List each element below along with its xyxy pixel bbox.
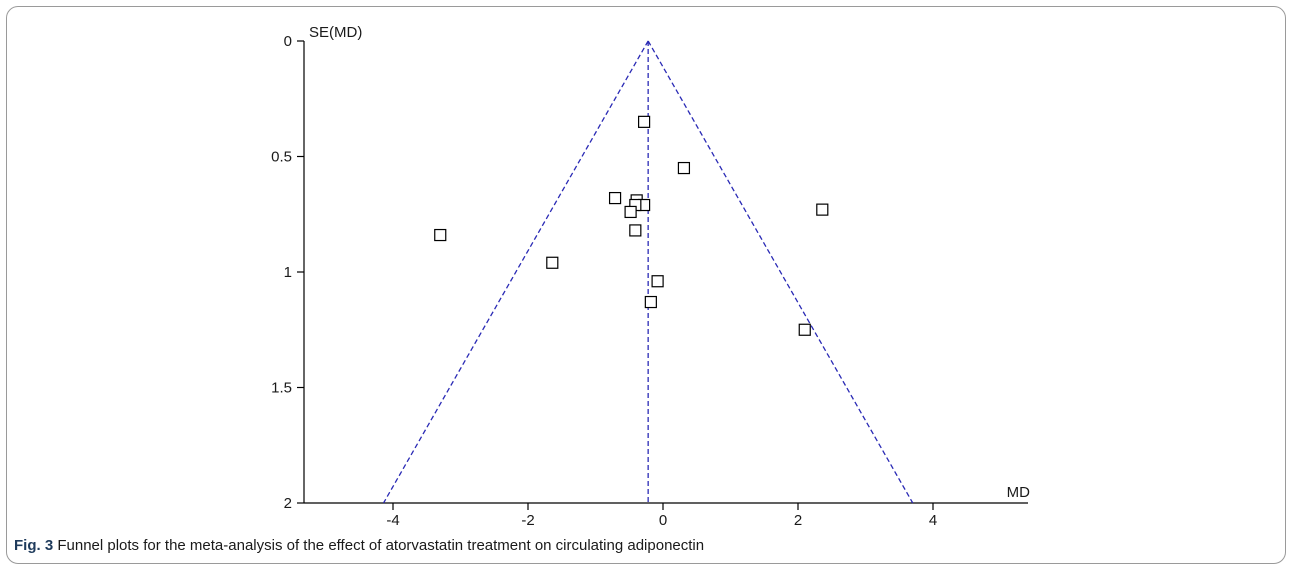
study-point: [629, 224, 642, 237]
study-point: [546, 256, 559, 269]
x-tick-label: -2: [521, 512, 534, 529]
y-tick-label: 0.5: [271, 149, 292, 166]
funnel-lines: [382, 40, 914, 504]
x-tick-label: -4: [386, 512, 399, 529]
study-point: [816, 203, 829, 216]
figure-caption-text: Funnel plots for the meta-analysis of th…: [57, 537, 705, 554]
figure-caption: Fig. 3 Funnel plots for the meta-analysi…: [14, 537, 704, 554]
x-tick-label: 0: [659, 512, 667, 529]
x-tick-label: 4: [929, 512, 937, 529]
x-axis-title: MD: [1007, 484, 1030, 501]
study-markers: [434, 115, 829, 336]
study-point: [624, 205, 637, 219]
y-tick-label: 1: [284, 264, 292, 281]
study-point: [608, 191, 622, 205]
figure-label: Fig. 3: [14, 537, 54, 554]
funnel-right-line: [647, 40, 914, 504]
axes: 0 0.5 1 1.5 2 -4 -2 0 2 4: [271, 33, 1028, 529]
study-point: [434, 228, 447, 242]
y-tick-label: 0: [284, 33, 292, 50]
y-tick-label: 2: [284, 495, 292, 512]
y-axis-title: SE(MD): [309, 24, 362, 41]
study-point: [798, 323, 811, 336]
study-point: [677, 161, 691, 175]
study-point: [651, 275, 664, 288]
funnel-left-line: [382, 40, 649, 504]
y-tick-label: 1.5: [271, 380, 292, 397]
study-point: [637, 115, 651, 128]
x-tick-label: 2: [794, 512, 802, 529]
figure-frame: [6, 6, 1286, 564]
study-point: [644, 295, 657, 309]
